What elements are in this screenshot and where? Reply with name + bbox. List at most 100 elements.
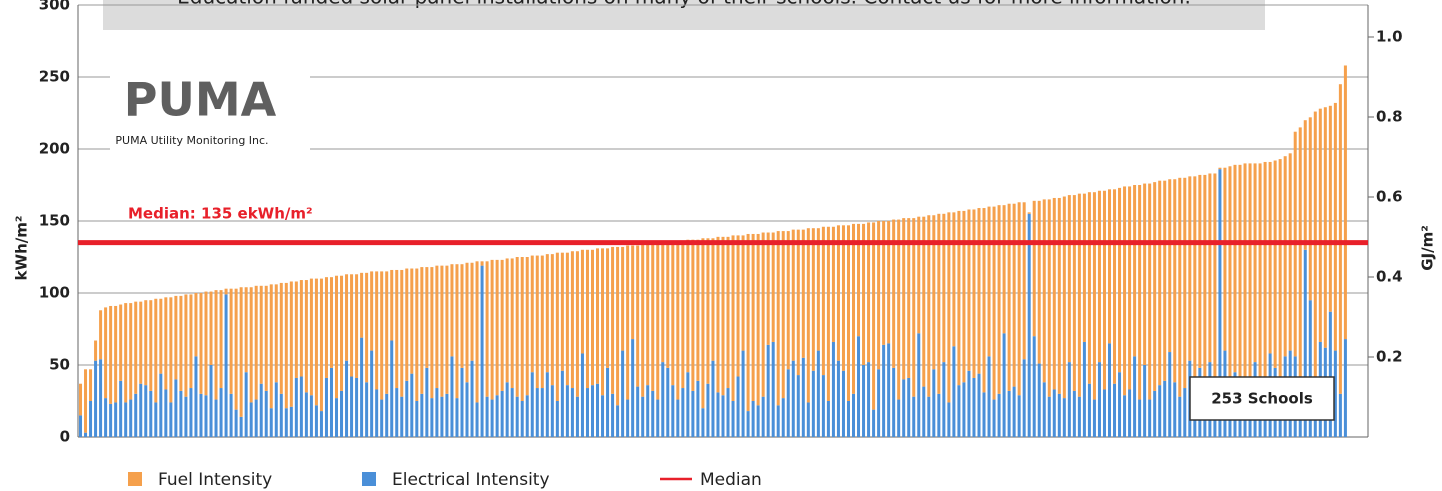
bar xyxy=(254,285,258,400)
bar xyxy=(846,225,850,401)
bar xyxy=(324,377,328,437)
bar xyxy=(530,255,534,373)
bar xyxy=(279,282,283,394)
bar xyxy=(756,233,760,406)
plot xyxy=(77,4,1374,438)
bar xyxy=(214,290,218,400)
bar xyxy=(917,216,921,334)
bar xyxy=(1178,396,1182,437)
bar xyxy=(1087,192,1091,384)
bar xyxy=(1107,189,1112,344)
bar xyxy=(475,402,479,437)
bar xyxy=(209,365,213,437)
bar xyxy=(259,285,263,384)
bar xyxy=(882,344,886,437)
bar xyxy=(626,399,630,437)
bar xyxy=(816,350,820,437)
bar xyxy=(942,362,946,437)
bar xyxy=(1263,405,1267,437)
bar xyxy=(882,221,886,345)
bar xyxy=(952,212,956,347)
bar xyxy=(1057,393,1061,437)
bar xyxy=(365,382,369,437)
bar xyxy=(590,385,594,437)
bar xyxy=(284,408,288,437)
count-label: 253 Schools xyxy=(1211,390,1313,408)
bar xyxy=(99,359,103,437)
bar xyxy=(239,416,243,437)
bar xyxy=(907,377,911,437)
bar xyxy=(872,409,876,437)
bar xyxy=(1092,399,1096,437)
bar xyxy=(671,241,675,386)
bar xyxy=(1067,195,1071,363)
bar xyxy=(761,232,765,397)
bar xyxy=(395,269,399,389)
bar xyxy=(184,294,188,397)
bar xyxy=(189,388,193,437)
bar xyxy=(555,252,559,401)
bar xyxy=(319,278,323,412)
bar xyxy=(721,236,725,396)
bar xyxy=(1118,372,1122,437)
bar xyxy=(425,267,429,368)
bar xyxy=(1343,65,1347,340)
bar xyxy=(420,393,424,437)
bar xyxy=(1022,359,1026,437)
bar xyxy=(771,341,775,437)
bar xyxy=(1243,405,1247,437)
bar xyxy=(505,382,509,437)
y2-tick-label: 1.0 xyxy=(1376,28,1403,46)
bar xyxy=(646,244,650,386)
bar xyxy=(831,341,835,437)
bar xyxy=(1007,203,1011,391)
bar xyxy=(239,287,243,417)
bar xyxy=(324,277,328,378)
bar xyxy=(144,300,148,386)
bar xyxy=(204,395,208,437)
bar xyxy=(540,388,544,437)
bar xyxy=(1218,169,1222,437)
bar xyxy=(565,385,569,437)
bar xyxy=(691,239,695,391)
bar xyxy=(149,300,153,391)
bar xyxy=(596,383,600,437)
bar xyxy=(972,209,976,378)
y-tick-label: 250 xyxy=(39,68,70,86)
bar xyxy=(209,291,213,365)
bar xyxy=(179,390,183,437)
bar xyxy=(535,255,539,389)
bar xyxy=(897,399,901,437)
bar xyxy=(405,380,409,437)
bar xyxy=(821,226,825,376)
bar xyxy=(811,370,815,437)
bar xyxy=(601,395,605,437)
bar xyxy=(435,265,439,389)
bar xyxy=(1102,190,1106,390)
bar xyxy=(997,393,1001,437)
bar xyxy=(530,372,534,437)
bar xyxy=(189,294,193,389)
bar xyxy=(676,399,680,437)
bar xyxy=(164,297,168,390)
bar xyxy=(651,244,655,391)
bar xyxy=(1198,174,1202,368)
bar xyxy=(490,399,494,437)
bar xyxy=(1097,190,1101,363)
bar xyxy=(841,225,845,371)
bar xyxy=(641,396,645,437)
bar xyxy=(932,215,936,370)
bar xyxy=(771,232,775,342)
bar xyxy=(174,295,178,380)
bar xyxy=(967,209,971,371)
bar xyxy=(932,369,936,437)
bar xyxy=(1238,164,1242,383)
bar xyxy=(314,278,318,406)
bar xyxy=(319,411,323,437)
bar xyxy=(304,280,308,393)
bar xyxy=(756,405,760,437)
bar xyxy=(450,264,454,357)
bar xyxy=(997,205,1001,394)
bar xyxy=(465,382,469,437)
bar xyxy=(912,218,916,397)
